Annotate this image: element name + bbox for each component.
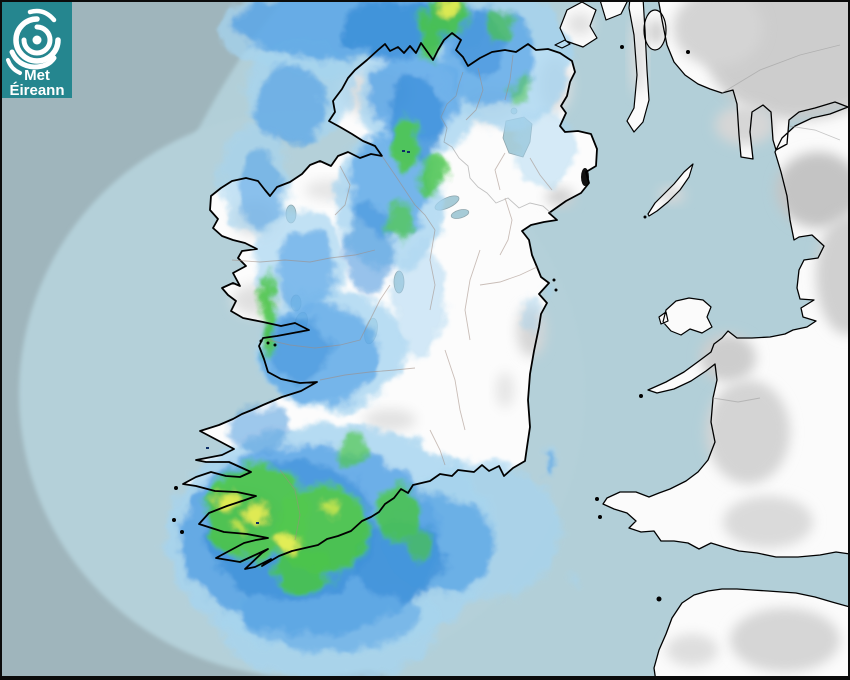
logo-text-eireann: Éireann — [9, 82, 64, 99]
county-borders — [231, 44, 841, 541]
small-islands — [172, 45, 690, 602]
rain-intense — [214, 0, 457, 553]
hurricane-spiral-icon — [6, 8, 61, 75]
met-eireann-logo: Met Éireann — [2, 2, 72, 99]
rain-overlay — [165, 0, 579, 680]
coastlines — [182, 0, 850, 680]
great-britain-landmass — [555, 0, 850, 680]
rain-core-specks — [206, 150, 410, 524]
logo-text-met: Met — [24, 67, 50, 84]
gb-terrain-shading — [567, 0, 850, 672]
